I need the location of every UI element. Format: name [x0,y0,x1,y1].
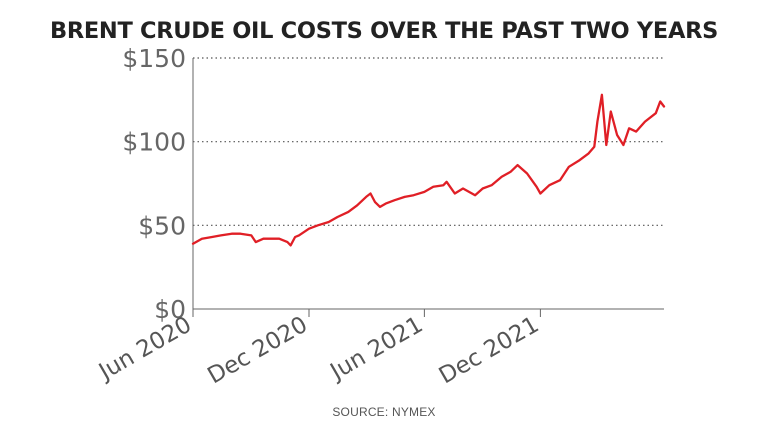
y-tick-label: $50 [138,211,186,240]
x-tick-label: Jun 2021 [324,312,427,386]
y-tick-label: $100 [122,128,186,157]
y-tick-label: $0 [154,295,186,324]
source-note: SOURCE: NYMEX [332,405,436,419]
y-tick-label: $150 [122,44,186,73]
gridlines [193,57,664,226]
axes [192,58,664,317]
x-tick-label: Dec 2021 [435,312,544,390]
price-line [191,93,666,247]
x-tick-label: Jun 2020 [93,312,196,386]
x-tick-label: Dec 2020 [203,312,312,390]
chart-title: BRENT CRUDE OIL COSTS OVER THE PAST TWO … [49,18,719,44]
y-tick-labels: $0 $50 $100 $150 [122,44,186,324]
series-layer [191,93,666,247]
